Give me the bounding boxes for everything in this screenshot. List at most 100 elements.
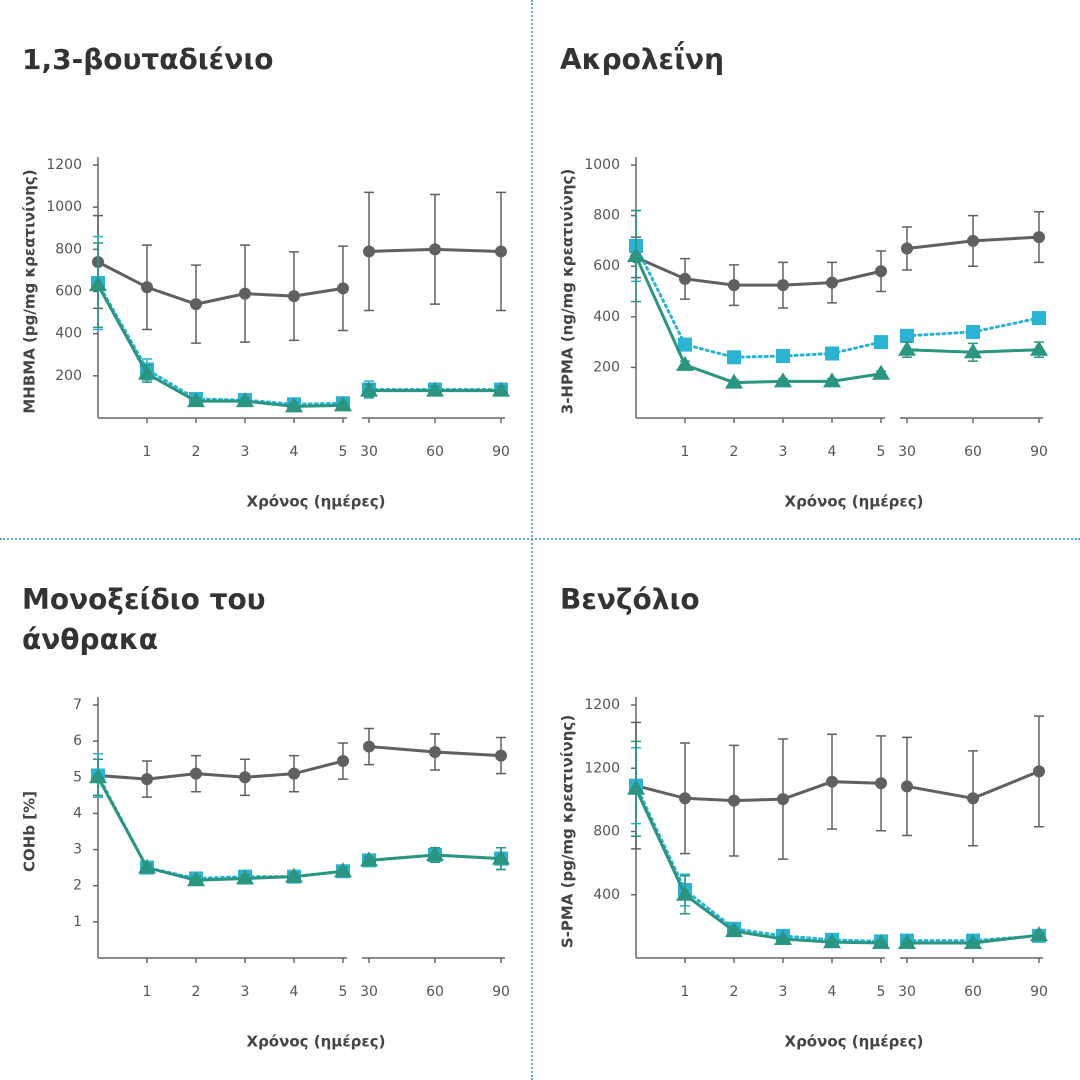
point: [337, 755, 349, 768]
point: [429, 243, 441, 256]
point: [285, 867, 303, 883]
point: [898, 340, 916, 356]
chart-panel: Μονοξείδιο του άνθρακα 1 2 3 4 5 6 7 1 2 3 4 5 30 60 90…: [0, 540, 540, 1080]
chart-panel: Ακρολεΐνη 200 400 600 800 1000 1 2 3 4 5 30 60 90 Χρόν…: [538, 0, 1078, 540]
point: [776, 349, 790, 364]
point: [823, 933, 841, 949]
y-axis-label: S-PMA (pg/mg κρεατινίνης): [559, 715, 577, 948]
x-tick-label: 5: [339, 984, 348, 1000]
point: [826, 775, 838, 788]
point: [826, 276, 838, 289]
point: [426, 845, 444, 861]
point: [89, 768, 107, 784]
x-tick-label: 60: [964, 444, 982, 460]
point: [774, 930, 792, 946]
point: [239, 287, 251, 300]
chart: 400 800 1200 1200 1 2 3 4 5 30 60 90 Χρόνος (ημέρες)…: [559, 697, 1048, 1051]
point: [777, 793, 789, 806]
y-tick-label: 400: [593, 887, 620, 903]
y-tick-label: 1200: [584, 697, 620, 713]
y-tick-label: 400: [55, 326, 82, 342]
series-line: [96, 281, 345, 406]
series-line: [634, 255, 883, 287]
point: [334, 396, 352, 412]
point: [966, 324, 980, 339]
point: [426, 381, 444, 397]
point: [187, 392, 205, 408]
point: [492, 381, 510, 397]
x-tick-label: 90: [492, 444, 510, 460]
point: [967, 792, 979, 805]
x-tick-label: 5: [877, 444, 886, 460]
series-line: [96, 283, 345, 408]
y-tick-label: 6: [73, 733, 82, 749]
point: [679, 272, 691, 285]
y-tick-label: 800: [55, 241, 82, 257]
series-line: [634, 787, 883, 945]
point: [429, 745, 441, 758]
x-tick-label: 1: [681, 444, 690, 460]
point: [89, 276, 107, 292]
point: [901, 780, 913, 793]
series-line: [96, 260, 345, 306]
x-tick-label: 3: [779, 984, 788, 1000]
y-tick-label: 2: [73, 878, 82, 894]
point: [495, 749, 507, 762]
point: [901, 242, 913, 255]
point: [190, 298, 202, 311]
point: [825, 346, 839, 361]
x-tick-label: 30: [360, 984, 378, 1000]
x-tick-label: 2: [730, 984, 739, 1000]
point: [334, 862, 352, 878]
point: [872, 364, 890, 380]
y-axis-label: 3-HPMA (ng/mg κρεατινίνης): [559, 169, 577, 414]
point: [627, 247, 645, 263]
x-tick-label: 5: [877, 984, 886, 1000]
point: [141, 773, 153, 786]
y-tick-label: 5: [73, 769, 82, 785]
point: [288, 767, 300, 780]
y-axis-label: MHBMA (pg/mg κρεατινίνης): [21, 169, 39, 413]
y-tick-label: 1200: [584, 760, 620, 776]
y-tick-label: 1000: [46, 199, 82, 215]
x-tick-label: 4: [290, 984, 299, 1000]
point: [360, 381, 378, 397]
y-tick-label: 200: [593, 359, 620, 375]
x-tick-label: 4: [290, 444, 299, 460]
x-tick-label: 90: [1030, 444, 1048, 460]
point: [141, 281, 153, 294]
x-tick-label: 60: [964, 984, 982, 1000]
x-tick-label: 3: [779, 444, 788, 460]
point: [725, 373, 743, 389]
point: [360, 851, 378, 867]
chart-panel: Βενζόλιο 400 800 1200 1200 1 2 3 4 5 30 60 90 Χρόνος …: [538, 540, 1078, 1080]
x-tick-label: 2: [192, 444, 201, 460]
y-tick-label: 7: [73, 697, 82, 713]
chart-title: Μονοξείδιο του άνθρακα: [22, 583, 266, 656]
y-tick-label: 800: [593, 824, 620, 840]
x-tick-label: 3: [241, 984, 250, 1000]
point: [187, 871, 205, 887]
point: [678, 337, 692, 352]
point: [872, 933, 890, 949]
series-line: [634, 784, 883, 943]
x-tick-label: 4: [828, 444, 837, 460]
point: [363, 740, 375, 753]
point: [676, 355, 694, 371]
x-axis-label: Χρόνος (ημέρες): [785, 1033, 924, 1051]
x-tick-label: 90: [492, 984, 510, 1000]
point: [337, 282, 349, 295]
point: [725, 922, 743, 938]
y-tick-label: 600: [593, 258, 620, 274]
x-tick-label: 1: [143, 984, 152, 1000]
x-tick-label: 30: [360, 444, 378, 460]
x-tick-label: 5: [339, 444, 348, 460]
chart-panel: 1,3-βουταδιένιο 200 400 600 800 1000 1200 1 2 3 4 5…: [0, 0, 540, 540]
point: [1030, 926, 1048, 942]
point: [900, 328, 914, 343]
y-tick-label: 600: [55, 284, 82, 300]
x-tick-label: 1: [681, 984, 690, 1000]
chart-title: Ακρολεΐνη: [560, 43, 725, 76]
x-tick-label: 90: [1030, 984, 1048, 1000]
